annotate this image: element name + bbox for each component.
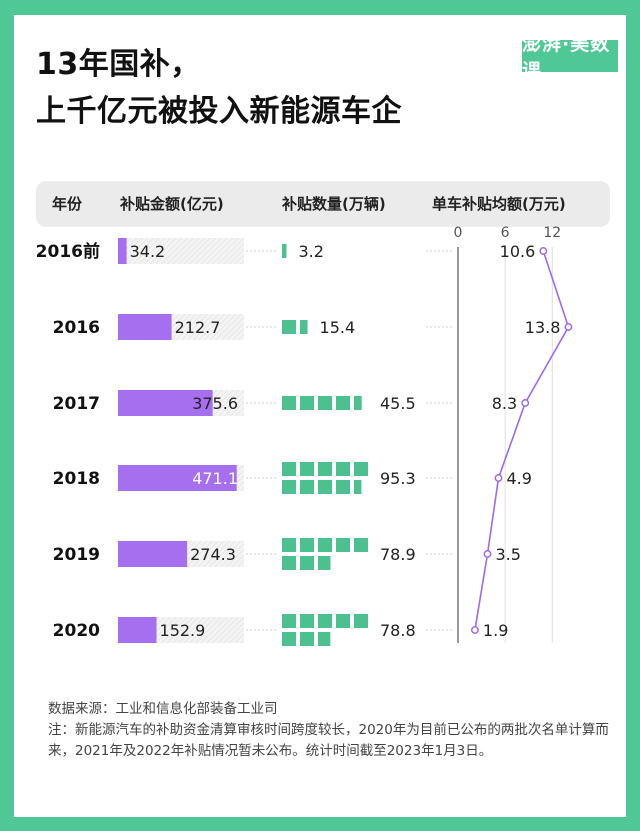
quantity-square	[336, 396, 350, 410]
quantity-square	[300, 632, 314, 646]
per-car-value-label: 8.3	[492, 394, 517, 413]
quantity-square	[318, 632, 331, 646]
year-label: 2018	[53, 469, 100, 489]
quantity-square	[300, 614, 314, 628]
quantity-square	[282, 462, 296, 476]
subsidy-value-label: 375.6	[192, 394, 238, 413]
per-car-point	[470, 626, 479, 634]
per-car-point	[521, 399, 530, 407]
quantity-square	[318, 614, 332, 628]
quantity-square	[336, 614, 350, 628]
quantity-square	[318, 480, 332, 494]
quantity-square	[354, 396, 362, 410]
quantity-value-label: 3.2	[298, 242, 323, 261]
header-subsidy-amount: 补贴金额(亿元)	[120, 195, 224, 213]
quantity-square	[282, 632, 296, 646]
title-line-1: 13年国补，	[36, 47, 201, 82]
quantity-square	[318, 462, 332, 476]
quantity-square	[300, 320, 308, 334]
quantity-square	[336, 538, 350, 552]
year-label: 2020	[53, 621, 100, 641]
subsidy-bar-track	[118, 238, 244, 264]
year-label: 2016前	[36, 241, 100, 262]
quantity-square	[282, 538, 296, 552]
subsidy-value-label: 274.3	[190, 545, 236, 564]
footer-notes: 数据来源：工业和信息化部装备工业司 注：新能源汽车的补助资金清算审核时间跨度较长…	[48, 699, 614, 762]
quantity-square	[282, 320, 296, 334]
quantity-square	[336, 480, 350, 494]
quantity-square	[354, 614, 368, 628]
quantity-square	[300, 480, 314, 494]
year-label: 2019	[53, 545, 100, 565]
infographic-card: 13年国补， 上千亿元被投入新能源车企 澎湃·美数课 年份 补贴金额(亿元) 补…	[14, 15, 626, 817]
quantity-square	[354, 538, 368, 552]
quantity-value-label: 45.5	[380, 394, 416, 413]
subsidy-bar	[118, 541, 188, 567]
quantity-square	[354, 480, 362, 494]
subsidy-bar	[118, 314, 172, 340]
header-per-car-subsidy: 单车补贴均额(万元)	[432, 195, 566, 213]
footnote: 注：新能源汽车的补助资金清算审核时间跨度较长，2020年为目前已公布的两批次名单…	[48, 722, 609, 759]
title-line-2: 上千亿元被投入新能源车企	[36, 94, 402, 129]
data-source: 数据来源：工业和信息化部装备工业司	[48, 701, 278, 717]
subsidy-bar	[118, 238, 127, 264]
per-car-line	[474, 250, 570, 631]
subsidy-value-label: 34.2	[130, 242, 166, 261]
quantity-square	[336, 462, 350, 476]
subsidy-bar	[118, 617, 157, 643]
per-car-point	[564, 323, 573, 331]
year-label: 2016	[53, 318, 100, 338]
per-car-value-label: 13.8	[525, 318, 561, 337]
quantity-square	[282, 480, 296, 494]
quantity-square	[318, 538, 332, 552]
year-label: 2017	[53, 394, 100, 414]
table-header: 年份 补贴金额(亿元) 补贴数量(万辆) 单车补贴均额(万元)	[36, 181, 610, 227]
quantity-square	[282, 244, 287, 258]
quantity-value-label: 78.9	[380, 545, 416, 564]
quantity-square	[318, 396, 332, 410]
quantity-value-label: 15.4	[320, 318, 356, 337]
quantity-square	[282, 556, 296, 570]
subsidy-bar	[118, 465, 237, 491]
quantity-square	[300, 556, 314, 570]
quantity-square	[318, 556, 331, 570]
chart-area: 0 6 12 2016前 34.2 3.2 2016 212.7 15.4 2017 375.6 45…	[36, 225, 573, 646]
per-car-tick-label: 0	[454, 225, 463, 241]
per-car-value-label: 1.9	[483, 621, 508, 640]
subsidy-bar	[118, 390, 213, 416]
per-car-point	[494, 474, 503, 482]
quantity-square	[300, 396, 314, 410]
per-car-tick-label: 12	[543, 225, 561, 241]
quantity-square	[300, 462, 314, 476]
per-car-value-label: 10.6	[500, 242, 536, 261]
subsidy-value-label: 212.7	[175, 318, 221, 337]
quantity-square	[354, 462, 368, 476]
per-car-tick-label: 6	[501, 225, 510, 241]
header-subsidy-quantity: 补贴数量(万辆)	[282, 195, 386, 213]
per-car-point	[539, 247, 548, 255]
per-car-value-label: 3.5	[496, 545, 521, 564]
subsidy-value-label: 152.9	[160, 621, 206, 640]
per-car-value-label: 4.9	[507, 469, 532, 488]
quantity-square	[282, 396, 296, 410]
header-year: 年份	[52, 195, 83, 213]
per-car-point	[483, 550, 492, 558]
quantity-value-label: 95.3	[380, 469, 416, 488]
quantity-square	[282, 614, 296, 628]
quantity-square	[300, 538, 314, 552]
subsidy-value-label: 471.1	[192, 469, 238, 488]
quantity-value-label: 78.8	[380, 621, 416, 640]
